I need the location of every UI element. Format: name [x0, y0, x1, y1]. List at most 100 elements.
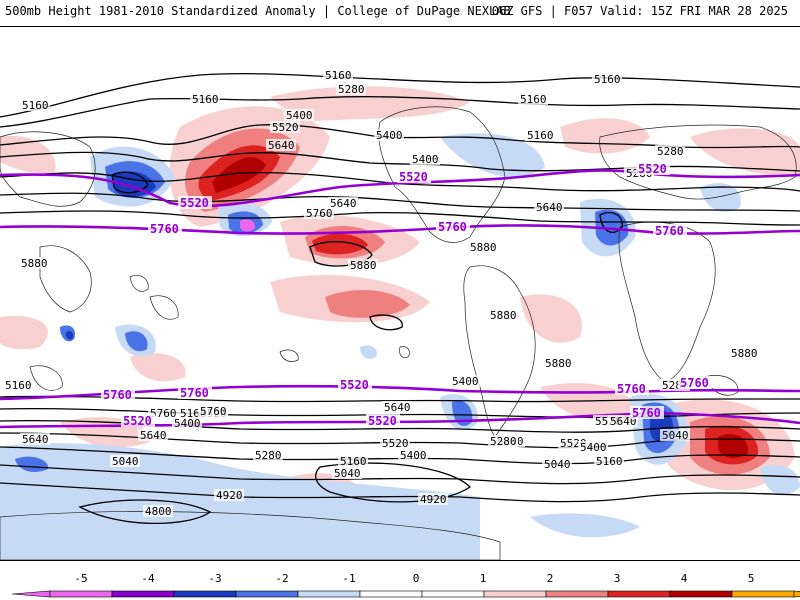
contour-label-background: [328, 197, 358, 209]
colorbar-swatch: [607, 590, 671, 598]
colorbar-swatch: [297, 590, 361, 598]
contour-label-background: [338, 455, 368, 467]
contour-label-background: [214, 489, 244, 501]
contour-label-background: [615, 382, 649, 395]
contour-label-background: [653, 224, 687, 237]
colorbar-tick-label: 0: [413, 572, 420, 585]
height-contour-label: 5040: [544, 458, 571, 471]
contour-label-background: [366, 414, 400, 427]
contour-label-background: [270, 121, 300, 133]
contour-label-background: [655, 145, 685, 157]
contour-label-background: [592, 73, 622, 85]
height-contour-label: 5400: [452, 375, 479, 388]
contour-label-background: [380, 437, 410, 449]
coastline: [129, 275, 149, 292]
highlight-contour-label: 5520: [399, 170, 428, 184]
positive-anomaly-area: [0, 316, 48, 350]
height-contour-label: 5280: [255, 449, 282, 462]
model-valid-time: 06Z GFS | F057 Valid: 15Z FRI MAR 28 202…: [491, 4, 788, 18]
height-contour-label: 5400: [376, 129, 403, 142]
height-contour: [369, 314, 403, 331]
contour-label-background: [518, 93, 548, 105]
height-contour-label: 5280: [657, 145, 684, 158]
contour-label-background: [101, 388, 135, 401]
height-contour-layer: [0, 73, 800, 525]
contour-label-background: [578, 441, 608, 453]
contour-label-background: [172, 417, 202, 429]
height-contour-label: 5760: [306, 207, 333, 220]
height-contour: [0, 73, 800, 118]
height-contour-label: 5760: [150, 407, 177, 420]
contour-label-background: [729, 347, 759, 359]
colorbar: -5 -4 -3 -2 -1 0 1 2 3 4 5: [11, 572, 800, 598]
height-contour-label: 5160: [596, 455, 623, 468]
height-contour-label: 5640: [22, 433, 49, 446]
positive-anomaly-area: [212, 157, 266, 193]
contour-label-background: [374, 129, 404, 141]
coastline: [279, 349, 299, 362]
height-contour-label: 5160: [22, 99, 49, 112]
contour-label-background: [348, 259, 378, 271]
height-contour-label: 5400: [400, 449, 427, 462]
contour-label-background: [542, 458, 572, 470]
height-contour-label: 5640: [536, 201, 563, 214]
height-contour-label: 5760: [200, 405, 227, 418]
height-contour-label: 4800: [145, 505, 172, 518]
coastline: [0, 131, 96, 207]
contour-label-background: [397, 170, 431, 183]
contour-label-background: [148, 222, 182, 235]
contour-label-background: [382, 401, 412, 413]
coastline: [618, 221, 716, 383]
coastline: [149, 295, 179, 320]
contour-label-background: [20, 433, 50, 445]
contour-label-background: [678, 376, 712, 389]
negative-anomaly-area: [700, 183, 741, 212]
contour-label-background: [336, 83, 366, 95]
contour-label-background: [418, 493, 448, 505]
contour-label-background: [332, 467, 362, 479]
positive-anomaly-area: [520, 294, 582, 343]
highlight-contour-label: 5520: [123, 414, 152, 428]
contour-label-background: [253, 449, 283, 461]
contour-label-background: [488, 435, 518, 447]
height-contour-label: 5400: [286, 109, 313, 122]
height-contour-label: 5040: [112, 455, 139, 468]
colorbar-tick-label: 4: [681, 572, 688, 585]
colorbar-min-arrow: [11, 590, 51, 598]
negative-anomaly-area: [360, 345, 377, 359]
colorbar-swatch: [731, 590, 795, 598]
positive-anomaly-area: [690, 128, 800, 177]
contour-label-background: [525, 129, 555, 141]
colorbar-swatch: [359, 590, 423, 598]
coastline: [29, 365, 63, 391]
positive-anomaly-area: [325, 290, 410, 318]
contour-label-background: [143, 505, 173, 517]
highlight-contour-label: 5520: [180, 196, 209, 210]
height-contour-label: 5280: [490, 435, 517, 448]
height-contour-label: 5880: [490, 309, 517, 322]
colorbar-tick-label: -1: [342, 572, 355, 585]
height-contour-label: 5880: [350, 259, 377, 272]
negative-anomaly-area: [125, 331, 148, 352]
negative-anomaly-area: [240, 219, 256, 232]
contour-label-background: [121, 414, 155, 427]
contour-label-background: [284, 109, 314, 121]
anomaly-map: 5160 5280 5160 5160 5160 5160 5400 5520 5640 5400…: [0, 26, 800, 561]
map-title: 500mb Height 1981-2010 Standardized Anom…: [5, 4, 511, 18]
height-contour-label: 5880: [545, 357, 572, 370]
colorbar-swatch: [483, 590, 547, 598]
contour-label-background: [148, 407, 178, 419]
height-contour-label: 4920: [216, 489, 243, 502]
height-contour: [0, 446, 800, 465]
contour-label-background: [450, 375, 480, 387]
height-contour-label: 5400: [174, 417, 201, 430]
colorbar-tick-label: -2: [275, 572, 288, 585]
height-contour-label: 5520: [272, 121, 299, 134]
positive-anomaly-area: [312, 233, 368, 255]
negative-anomaly-area: [530, 513, 640, 538]
contour-label-background: [410, 153, 440, 165]
colorbar-tick-label: 5: [748, 572, 755, 585]
height-contour: [0, 96, 800, 128]
coastline: [39, 245, 92, 313]
